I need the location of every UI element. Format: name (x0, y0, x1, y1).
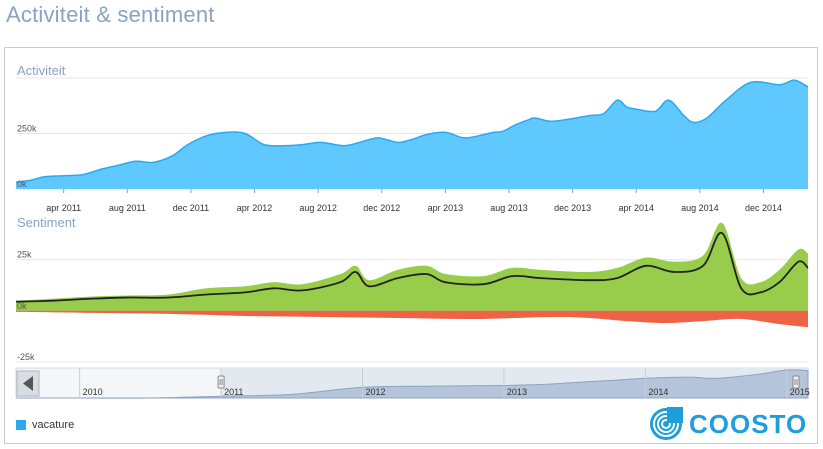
navigator-tick-label: 2011 (224, 387, 243, 397)
sentiment-y-tick-label: -25k (17, 352, 35, 362)
sentiment-y-tick-label: 25k (17, 250, 32, 260)
activity-x-tick-label: apr 2014 (618, 203, 654, 213)
activity-x-tick-label: apr 2012 (237, 203, 273, 213)
navigator-handle (217, 375, 225, 389)
activity-x-tick-label: dec 2014 (745, 203, 782, 213)
legend-label[interactable]: vacature (32, 419, 75, 431)
activity-y-tick-label: 0k (17, 179, 27, 189)
activity-x-tick-label: dec 2013 (554, 203, 591, 213)
range-navigator[interactable]: 2010 2011 2012 2013 2014 2015 (15, 367, 810, 399)
navigator-area (16, 369, 809, 399)
activity-x-tick-label: aug 2014 (681, 203, 719, 213)
scroll-left-icon (23, 376, 33, 391)
sentiment-positive-area (16, 222, 808, 311)
navigator-tick-label: 2015 (790, 387, 810, 397)
coosto-logo-text: COOSTO (689, 408, 808, 439)
navigator-handle (792, 375, 800, 389)
activity-y-tick-label: 250k (17, 124, 37, 134)
activity-x-tick-label: aug 2012 (299, 203, 337, 213)
activity-x-tick-label: aug 2011 (109, 203, 146, 213)
activity-line (15, 79, 809, 184)
sentiment-negative-area (16, 310, 808, 328)
activity-x-tick-label: dec 2012 (363, 203, 400, 213)
coosto-logo: COOSTO (649, 407, 807, 441)
legend[interactable]: vacature (16, 419, 74, 431)
activity-area (16, 80, 808, 189)
navigator-tick-label: 2014 (648, 387, 668, 397)
activity-panel-title: Activiteit (17, 63, 66, 78)
sentiment-y-tick-label: 0k (17, 301, 27, 311)
activity-y-ticks: 0k 250k (17, 124, 37, 190)
page-title: Activiteit & sentiment (6, 2, 215, 27)
coosto-logo-icon (650, 407, 683, 440)
activity-x-tick-label: apr 2013 (428, 203, 464, 213)
activity-x-tick-label: aug 2013 (490, 203, 528, 213)
activity-x-tick-label: apr 2011 (46, 203, 81, 213)
sentiment-y-ticks: -25k 0k 25k (17, 250, 35, 362)
legend-swatch (16, 420, 26, 430)
sentiment-panel-title: Sentiment (17, 215, 76, 230)
navigator-tick-label: 2012 (366, 387, 386, 397)
activity-x-ticks: apr 2011 aug 2011 dec 2011 apr 2012 aug 2012… (46, 189, 782, 213)
sentiment-balance-line (15, 232, 809, 303)
navigator-tick-label: 2010 (83, 387, 103, 397)
navigator-tick-label: 2013 (507, 387, 527, 397)
activity-x-tick-label: dec 2011 (173, 203, 209, 213)
